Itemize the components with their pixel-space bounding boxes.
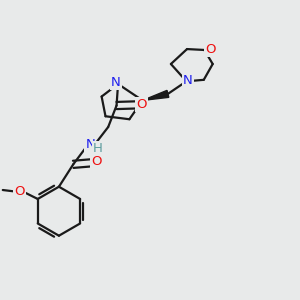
Text: H: H	[93, 142, 103, 155]
Text: O: O	[136, 98, 147, 111]
Text: N: N	[111, 76, 121, 89]
Text: O: O	[14, 185, 25, 198]
Text: O: O	[91, 155, 101, 168]
Text: N: N	[85, 138, 95, 151]
Text: O: O	[205, 43, 216, 56]
Text: N: N	[183, 74, 193, 87]
Polygon shape	[142, 90, 169, 100]
